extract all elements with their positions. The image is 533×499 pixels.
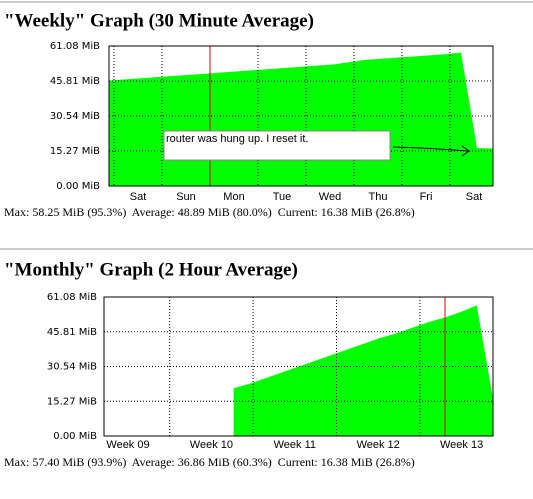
x-tick-label: Thu bbox=[369, 191, 388, 203]
x-tick-label: Week 12 bbox=[357, 439, 400, 451]
annotation-box bbox=[163, 130, 391, 161]
plot-frame bbox=[103, 296, 494, 437]
y-tick-label: 15.27 MiB bbox=[47, 396, 97, 407]
y-tick-label: 45.81 MiB bbox=[50, 76, 100, 87]
y-tick-label: 30.54 MiB bbox=[47, 362, 97, 373]
x-tick-label: Wed bbox=[319, 191, 341, 203]
x-tick-label: Mon bbox=[223, 191, 244, 203]
x-tick-label: Week 11 bbox=[274, 439, 316, 451]
x-tick-label: Week 13 bbox=[440, 439, 483, 451]
annotation: router was hung up. I reset it. bbox=[166, 133, 308, 145]
y-tick-label: 61.08 MiB bbox=[47, 292, 97, 303]
y-tick-label: 45.81 MiB bbox=[47, 327, 97, 338]
chart-title: "Weekly" Graph (30 Minute Average) bbox=[4, 10, 314, 31]
y-tick-label: 30.54 MiB bbox=[50, 111, 100, 122]
stats: Max: 57.40 MiB (93.9%) Average: 36.86 Mi… bbox=[4, 455, 415, 469]
x-tick-label: Sat bbox=[130, 191, 147, 203]
x-tick-label: Week 09 bbox=[106, 439, 149, 451]
stats: Max: 58.25 MiB (95.3%) Average: 48.89 Mi… bbox=[4, 205, 415, 219]
y-tick-label: 61.08 MiB bbox=[50, 41, 100, 52]
y-tick-label: 0.00 MiB bbox=[53, 431, 97, 442]
plot-frame bbox=[108, 45, 494, 187]
x-tick-label: Tue bbox=[273, 191, 292, 203]
x-tick-label: Fri bbox=[420, 191, 433, 203]
x-tick-label: Sun bbox=[176, 191, 196, 203]
chart-title: "Monthly" Graph (2 Hour Average) bbox=[4, 259, 298, 280]
y-tick-label: 15.27 MiB bbox=[50, 146, 100, 157]
x-tick-label: Week 10 bbox=[190, 439, 233, 451]
x-tick-label: Sat bbox=[466, 191, 483, 203]
annotation-arrow bbox=[392, 145, 470, 157]
y-tick-label: 0.00 MiB bbox=[56, 181, 100, 192]
area bbox=[233, 305, 493, 436]
